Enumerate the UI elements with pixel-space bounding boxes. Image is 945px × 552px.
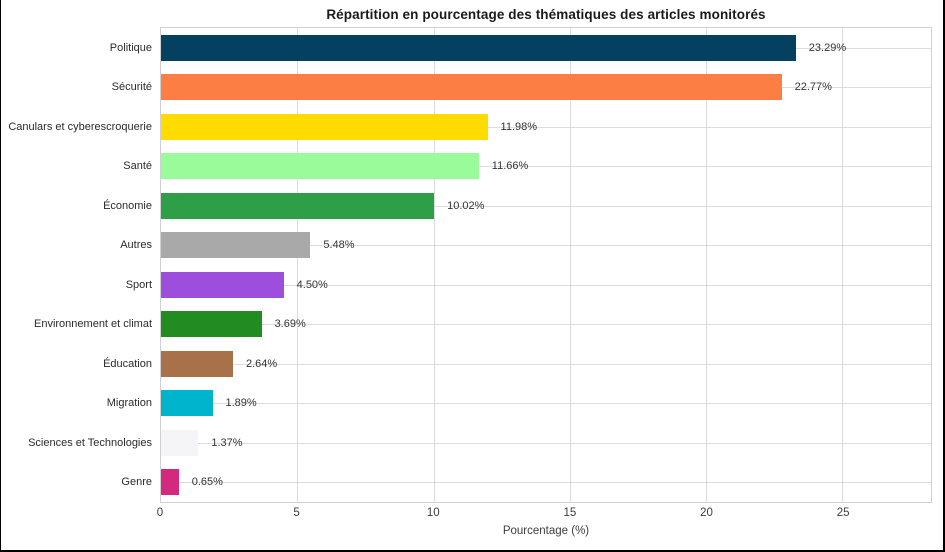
bar <box>161 311 262 338</box>
category-label: Genre <box>121 476 152 489</box>
bar <box>161 34 796 61</box>
bar <box>161 350 233 377</box>
category-label: Sport <box>125 278 152 291</box>
row-center-gridline <box>161 363 931 365</box>
row-center-gridline <box>161 482 931 484</box>
bar-row: Sécurité 22.77% <box>112 68 931 108</box>
bar-row: Sport 4.50% <box>126 265 931 305</box>
category-label: Santé <box>123 160 152 173</box>
value-label: 5.48% <box>323 239 355 252</box>
row-center-gridline <box>161 324 931 326</box>
bar-row: Autres 5.48% <box>120 226 931 266</box>
bar <box>161 232 311 259</box>
bar-row: Canulars et cyberescroquerie 11.98% <box>8 107 931 147</box>
bar-row: Sciences et Technologies 1.37% <box>28 423 931 463</box>
bar <box>161 113 488 140</box>
vertical-gridlines <box>161 28 931 502</box>
bar <box>161 429 199 456</box>
vertical-gridline <box>433 28 435 502</box>
vertical-gridline <box>569 28 571 502</box>
value-label: 11.66% <box>491 160 529 173</box>
row-center-gridline <box>161 403 931 405</box>
bar-row: Politique 23.29% <box>110 28 931 68</box>
x-tick-label: 15 <box>563 507 577 519</box>
vertical-gridline <box>297 28 299 502</box>
value-label: 23.29% <box>808 41 847 54</box>
row-center-gridline <box>161 166 931 168</box>
value-label: 22.77% <box>794 81 832 94</box>
x-tick-label: 20 <box>700 507 713 519</box>
row-center-gridline <box>161 284 931 286</box>
row-center-gridline <box>161 126 931 128</box>
row-center-gridline <box>161 442 931 444</box>
bar-row: Éducation 2.64% <box>103 344 931 384</box>
x-axis-label: Pourcentage (%) <box>502 525 590 537</box>
bar <box>161 271 284 298</box>
value-label: 0.65% <box>191 476 223 489</box>
x-tick-label: 5 <box>293 507 300 519</box>
category-label: Sciences et Technologies <box>28 436 152 449</box>
category-label: Politique <box>109 41 152 54</box>
x-tick-label: 25 <box>836 507 850 519</box>
bar <box>161 74 782 101</box>
plot-area: Politique 23.29% Sécurité 22.77% Canular… <box>8 27 932 503</box>
x-tick-label: 10 <box>426 507 440 519</box>
value-label: 1.37% <box>211 436 243 449</box>
category-label: Économie <box>103 199 152 212</box>
bar-row: Genre 0.65% <box>121 463 931 503</box>
bar-row: Migration 1.89% <box>107 384 931 424</box>
bar-rows-container: Politique 23.29% Sécurité 22.77% Canular… <box>8 28 931 503</box>
value-label: 3.69% <box>274 318 306 331</box>
category-label: Autres <box>120 239 152 252</box>
category-label: Environnement et climat <box>34 318 152 331</box>
value-label: 2.64% <box>245 357 278 370</box>
bar <box>161 469 179 496</box>
value-label: 10.02% <box>447 199 485 212</box>
value-label: 4.50% <box>296 278 328 291</box>
category-label: Éducation <box>103 357 152 370</box>
vertical-gridline <box>706 28 708 502</box>
chart-title: Répartition en pourcentage des thématiqu… <box>326 7 766 22</box>
x-tick-label: 0 <box>156 507 164 519</box>
x-axis-ticks: 0 5 10 15 20 25 <box>156 507 932 523</box>
vertical-gridline <box>842 28 844 502</box>
bar <box>161 192 435 219</box>
value-label: 11.98% <box>500 120 538 133</box>
bar-row: Économie 10.02% <box>103 186 931 226</box>
bar <box>161 153 479 180</box>
bar-row: Environnement et climat 3.69% <box>34 305 931 345</box>
value-label: 1.89% <box>225 397 257 410</box>
category-label: Migration <box>106 397 152 410</box>
bar-row: Santé 11.66% <box>123 147 931 187</box>
row-center-gridline <box>161 245 931 247</box>
bar <box>161 390 213 417</box>
row-center-gridline <box>161 205 931 207</box>
category-label: Sécurité <box>111 81 152 94</box>
category-label: Canulars et cyberescroquerie <box>8 120 152 133</box>
